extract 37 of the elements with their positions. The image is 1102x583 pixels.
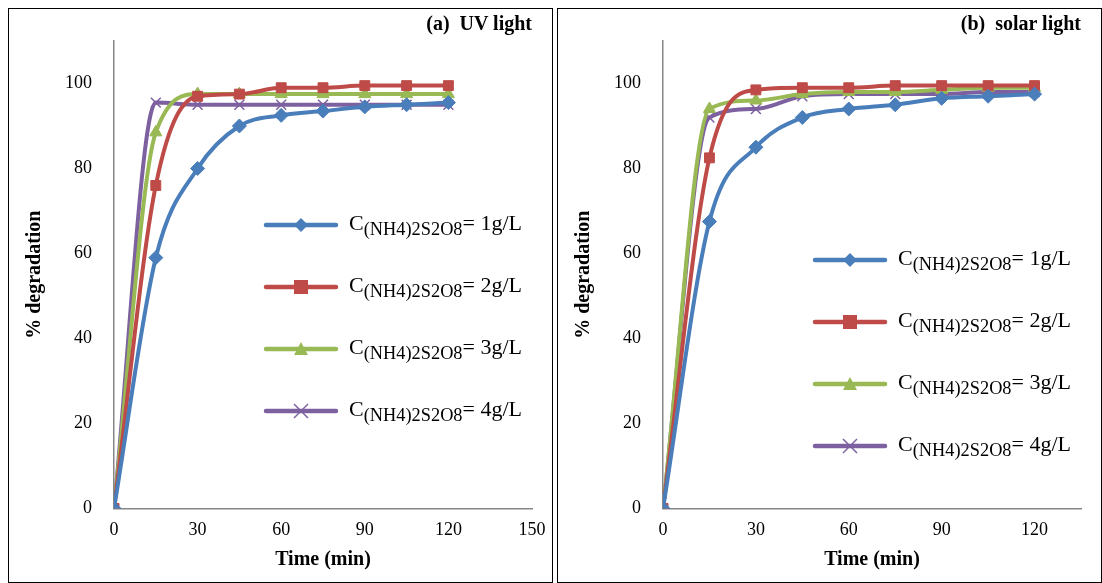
x-tick-label: 60: [839, 518, 858, 539]
x-tick-label: 90: [355, 518, 374, 539]
x-tick-label: 60: [272, 518, 291, 539]
x-tick-label: 30: [188, 518, 207, 539]
y-tick-label: 60: [623, 242, 641, 263]
legend-label: C$_{(NH4)2S2O8}$= 4g/L: [349, 395, 522, 427]
legend-label: C$_{(NH4)2S2O8}$= 1g/L: [898, 244, 1071, 276]
chart-title: (a) UV light: [426, 12, 533, 36]
y-axis-title: % degradation: [571, 210, 595, 339]
x-axis-title: Time (min): [824, 547, 920, 571]
legend-label: C$_{(NH4)2S2O8}$= 2g/L: [349, 271, 522, 303]
y-tick-label: 0: [83, 497, 92, 518]
y-tick-label: 100: [614, 72, 641, 93]
y-tick-label: 20: [623, 412, 641, 433]
legend-label: C$_{(NH4)2S2O8}$= 1g/L: [349, 209, 522, 241]
x-tick-label: 0: [658, 518, 668, 539]
x-axis-title: Time (min): [275, 547, 371, 571]
legend-label: C$_{(NH4)2S2O8}$= 3g/L: [349, 333, 522, 365]
x-tick-label: 120: [434, 518, 462, 539]
y-tick-label: 40: [623, 327, 641, 348]
y-tick-label: 40: [74, 327, 92, 348]
x-tick-label: 30: [746, 518, 765, 539]
x-tick-label: 0: [109, 518, 119, 539]
y-axis-title: % degradation: [22, 210, 46, 339]
y-tick-label: 60: [74, 242, 92, 263]
y-tick-label: 0: [632, 497, 641, 518]
chart-title: (b) solar light: [960, 12, 1082, 36]
y-tick-label: 80: [74, 157, 92, 178]
y-tick-label: 100: [65, 72, 92, 93]
y-tick-label: 80: [623, 157, 641, 178]
legend-label: C$_{(NH4)2S2O8}$= 3g/L: [898, 368, 1071, 400]
y-tick-label: 20: [74, 412, 92, 433]
x-tick-label: 120: [1021, 518, 1049, 539]
legend-label: C$_{(NH4)2S2O8}$= 4g/L: [898, 430, 1071, 462]
x-tick-label: 90: [932, 518, 951, 539]
x-tick-label: 150: [518, 518, 546, 539]
legend-label: C$_{(NH4)2S2O8}$= 2g/L: [898, 306, 1071, 338]
